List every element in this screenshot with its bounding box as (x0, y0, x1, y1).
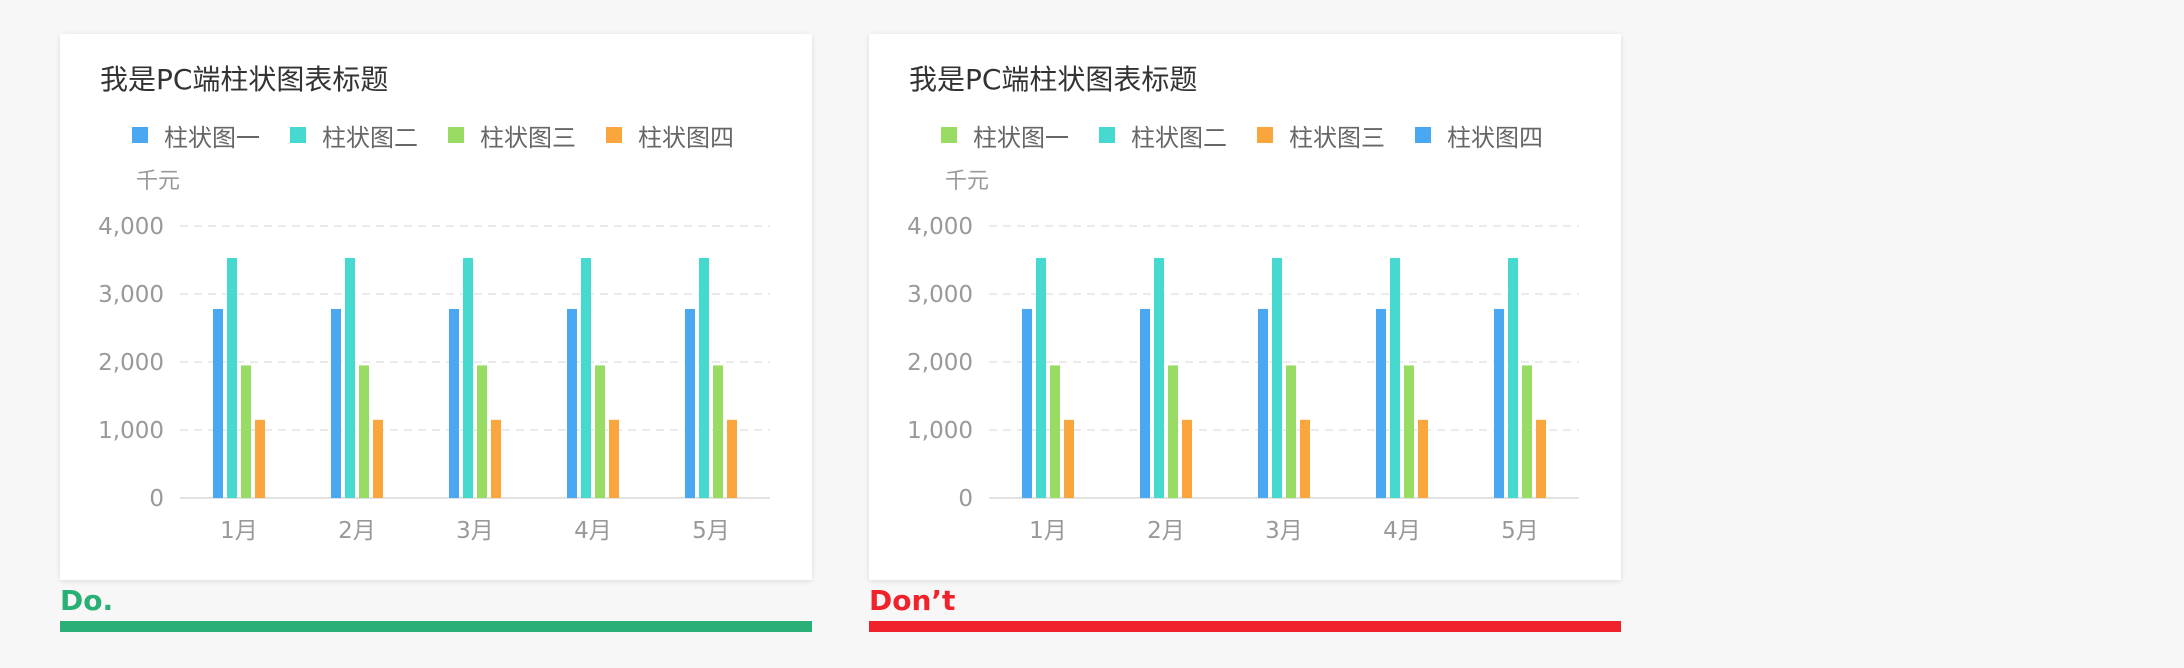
bar (1168, 365, 1178, 498)
legend-label: 柱状图四 (638, 123, 734, 152)
bar (1536, 419, 1546, 498)
bar (567, 308, 577, 498)
verdict-bar (60, 621, 812, 632)
legend-swatch (448, 127, 464, 143)
bar (359, 365, 369, 498)
bar (213, 308, 223, 498)
legend-label: 柱状图三 (480, 123, 576, 152)
bar (463, 257, 473, 498)
bar (1140, 308, 1150, 498)
bar (241, 365, 251, 498)
bar (477, 365, 487, 498)
bar-chart: 千元 0 1,000 2,000 3,000 4,000 1月 2月 3月 4月 5月 (98, 169, 770, 544)
bar-chart: 千元 0 1,000 2,000 3,000 4,000 1月 2月 3月 4月 5月 (907, 169, 1579, 544)
bar (1272, 257, 1282, 498)
chart-card: 我是PC端柱状图表标题 柱状图一 柱状图二 柱状图三 柱状图四 千元 0 1,000… (60, 34, 812, 580)
verdict-label: Don’t (869, 584, 956, 617)
bar (1064, 419, 1074, 498)
bar (331, 308, 341, 498)
bar (1522, 365, 1532, 498)
y-unit-label: 千元 (136, 169, 180, 194)
x-tick-label: 3月 (1265, 518, 1303, 544)
x-tick-label: 5月 (692, 518, 730, 544)
legend-item[interactable]: 柱状图四 (606, 118, 734, 153)
legend-item[interactable]: 柱状图四 (1415, 118, 1543, 153)
legend-item[interactable]: 柱状图三 (1257, 118, 1385, 153)
x-tick-label: 4月 (1383, 518, 1421, 544)
y-tick-label: 3,000 (98, 282, 164, 308)
legend-swatch (1415, 127, 1431, 143)
verdict-label: Do. (60, 584, 114, 617)
bar (1300, 419, 1310, 498)
bar (699, 257, 709, 498)
bar (685, 308, 695, 498)
legend-item[interactable]: 柱状图一 (941, 118, 1069, 153)
bar (595, 365, 605, 498)
bar (449, 308, 459, 498)
chart-title: 我是PC端柱状图表标题 (100, 63, 389, 96)
legend-label: 柱状图三 (1289, 123, 1385, 152)
bar (1418, 419, 1428, 498)
legend-label: 柱状图一 (973, 123, 1069, 152)
legend-swatch (606, 127, 622, 143)
legend-swatch (1257, 127, 1273, 143)
legend-swatch (1099, 127, 1115, 143)
y-tick-label: 0 (149, 486, 164, 512)
y-tick-label: 0 (958, 486, 973, 512)
bar (1050, 365, 1060, 498)
y-tick-label: 2,000 (907, 350, 973, 376)
legend-swatch (132, 127, 148, 143)
chart-card: 我是PC端柱状图表标题 柱状图一 柱状图二 柱状图三 柱状图四 千元 0 1,000… (869, 34, 1621, 580)
bar (1508, 257, 1518, 498)
x-tick-label: 5月 (1501, 518, 1539, 544)
chart-title: 我是PC端柱状图表标题 (909, 63, 1198, 96)
bar (1494, 308, 1504, 498)
y-tick-label: 4,000 (98, 214, 164, 240)
bar (609, 419, 619, 498)
legend-label: 柱状图四 (1447, 123, 1543, 152)
bar (581, 257, 591, 498)
verdict-bar (869, 621, 1621, 632)
bar (713, 365, 723, 498)
bar (1258, 308, 1268, 498)
x-tick-label: 1月 (220, 518, 258, 544)
bar (1404, 365, 1414, 498)
legend-item[interactable]: 柱状图三 (448, 118, 576, 153)
bar (1286, 365, 1296, 498)
legend-label: 柱状图一 (164, 123, 260, 152)
bar (1022, 308, 1032, 498)
y-unit-label: 千元 (945, 169, 989, 194)
legend-swatch (290, 127, 306, 143)
bar (1182, 419, 1192, 498)
y-tick-label: 2,000 (98, 350, 164, 376)
bar (255, 419, 265, 498)
x-tick-label: 2月 (1147, 518, 1185, 544)
bar (227, 257, 237, 498)
x-tick-label: 4月 (574, 518, 612, 544)
y-tick-label: 4,000 (907, 214, 973, 240)
legend-item[interactable]: 柱状图二 (1099, 118, 1227, 153)
legend-item[interactable]: 柱状图二 (290, 118, 418, 153)
bar (345, 257, 355, 498)
x-tick-label: 3月 (456, 518, 494, 544)
legend-swatch (941, 127, 957, 143)
bar (1036, 257, 1046, 498)
bar (373, 419, 383, 498)
y-tick-label: 3,000 (907, 282, 973, 308)
chart-legend: 柱状图一 柱状图二 柱状图三 柱状图四 (941, 118, 1573, 152)
bar (727, 419, 737, 498)
y-tick-label: 1,000 (907, 418, 973, 444)
bar (1376, 308, 1386, 498)
bar (1390, 257, 1400, 498)
legend-label: 柱状图二 (322, 123, 418, 152)
x-tick-label: 1月 (1029, 518, 1067, 544)
chart-legend: 柱状图一 柱状图二 柱状图三 柱状图四 (132, 118, 764, 152)
bar (491, 419, 501, 498)
bar (1154, 257, 1164, 498)
y-tick-label: 1,000 (98, 418, 164, 444)
legend-label: 柱状图二 (1131, 123, 1227, 152)
legend-item[interactable]: 柱状图一 (132, 118, 260, 153)
x-tick-label: 2月 (338, 518, 376, 544)
